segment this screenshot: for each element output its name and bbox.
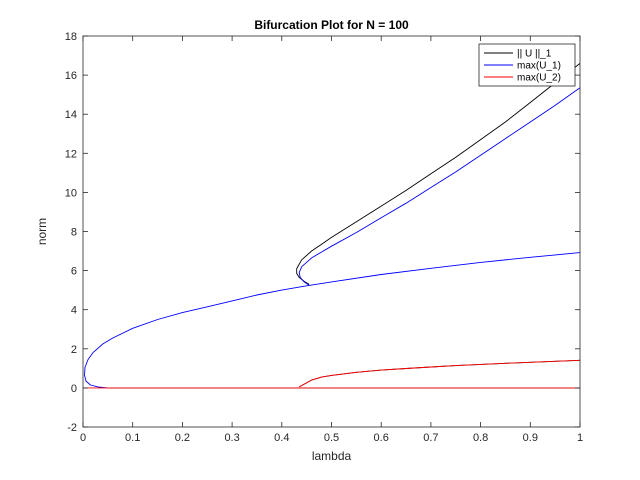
y-tick-label: 14 <box>65 109 77 121</box>
y-axis-label: norm <box>35 218 49 245</box>
legend-label: max(U_1) <box>517 61 561 72</box>
x-tick-label: 0.8 <box>473 432 488 444</box>
legend-label: max(U_2) <box>517 73 561 84</box>
y-tick-label: 8 <box>71 227 77 239</box>
y-tick-label: 18 <box>65 31 77 43</box>
x-tick-label: 0.7 <box>423 432 438 444</box>
x-tick-label: 0.6 <box>374 432 389 444</box>
x-tick-label: 0.2 <box>175 432 190 444</box>
series-1-branch-1 <box>298 87 581 286</box>
series-layer <box>83 63 581 389</box>
series-2 <box>83 359 581 389</box>
y-tick-label: 16 <box>65 70 77 82</box>
x-tick-label: 1 <box>577 432 583 444</box>
x-tick-label: 0 <box>80 432 86 444</box>
x-tick-label: 0.4 <box>274 432 289 444</box>
x-tick-label: 0.3 <box>224 432 239 444</box>
y-tick-label: 12 <box>65 148 77 160</box>
series-2-branch-1 <box>298 359 581 388</box>
y-tick-label: 2 <box>71 344 77 356</box>
series-0-branch-2 <box>296 63 581 285</box>
x-axis-ticks: 0 0.1 0.2 0.3 0.4 0.5 0.6 0.7 0.8 0.9 1 <box>80 36 583 444</box>
x-tick-label: 0.9 <box>523 432 538 444</box>
legend-label: || U ||_1 <box>517 49 552 60</box>
y-tick-label: 10 <box>65 187 77 199</box>
y-axis-ticks: -2 0 2 4 6 8 10 12 14 16 18 <box>65 31 580 434</box>
plot-area <box>83 36 580 427</box>
x-tick-label: 0.1 <box>125 432 140 444</box>
chart-title: Bifurcation Plot for N = 100 <box>254 18 409 32</box>
series-1-branch-0 <box>84 252 581 389</box>
series-1 <box>84 87 581 389</box>
y-tick-label: 6 <box>71 266 77 278</box>
y-tick-label: -2 <box>67 422 77 434</box>
x-axis-label: lambda <box>312 449 352 463</box>
y-tick-label: 4 <box>71 305 77 317</box>
x-tick-label: 0.5 <box>324 432 339 444</box>
y-tick-label: 0 <box>71 383 77 395</box>
